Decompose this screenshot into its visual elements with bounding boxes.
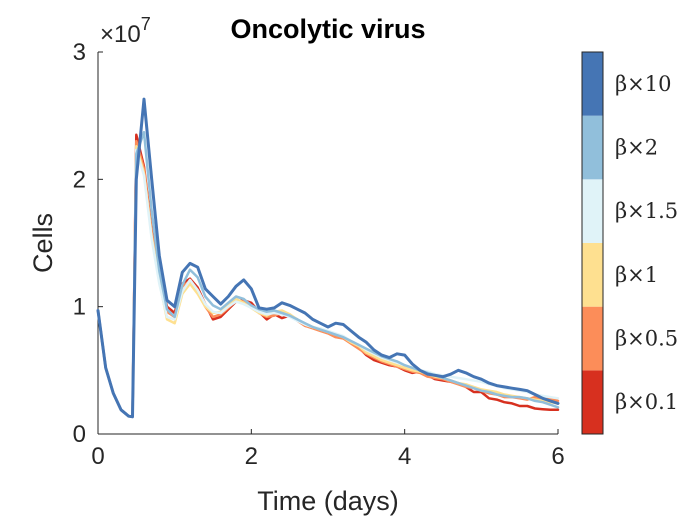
y-ticks: 0 1 2 3 [73,39,103,448]
series-line-2 [96,139,560,419]
colorbar-segment [582,179,603,243]
y-axis-label: Cells [28,213,58,273]
y-tick-label: 1 [73,294,86,321]
x-tick-label: 0 [91,443,104,470]
colorbar-label: β×1.5 [615,199,678,223]
colorbar-label: β×10 [615,72,671,96]
y-multiplier-base: ×10 [100,21,141,48]
series-line-3 [96,144,560,419]
y-multiplier-label: ×107 [100,14,151,48]
series-line-4 [96,148,560,419]
x-tick-label: 2 [245,443,258,470]
series-line-6 [96,97,560,419]
y-multiplier: ×107 [100,14,151,48]
y-tick-label: 2 [73,166,86,193]
colorbar-segment [582,370,603,434]
colorbar-frame [581,51,604,435]
x-tick-label: 6 [551,443,564,470]
colorbar: β×0.1 β×0.5 β×1 β×1.5 β×2 β×10 [581,51,678,435]
axes [97,52,558,435]
colorbar-segment [582,243,603,307]
y-multiplier-exponent: 7 [141,14,151,34]
series-line-1 [96,133,560,419]
colorbar-label: β×2 [615,136,658,160]
colorbar-segment [582,52,603,116]
series-line-5 [96,130,560,419]
colorbar-label: β×1 [615,263,658,287]
colorbar-segment [582,115,603,180]
x-axis-label: Time (days) [257,486,399,516]
x-tick-label: 4 [398,443,411,470]
series-lines [96,97,560,419]
chart-title: Oncolytic virus [230,14,425,44]
x-ticks: 0 2 4 6 [91,429,565,470]
y-tick-label: 3 [73,39,86,66]
colorbar-segment [582,306,603,371]
colorbar-label: β×0.1 [615,390,678,414]
colorbar-label: β×0.5 [615,327,678,351]
y-tick-label: 0 [73,421,86,448]
